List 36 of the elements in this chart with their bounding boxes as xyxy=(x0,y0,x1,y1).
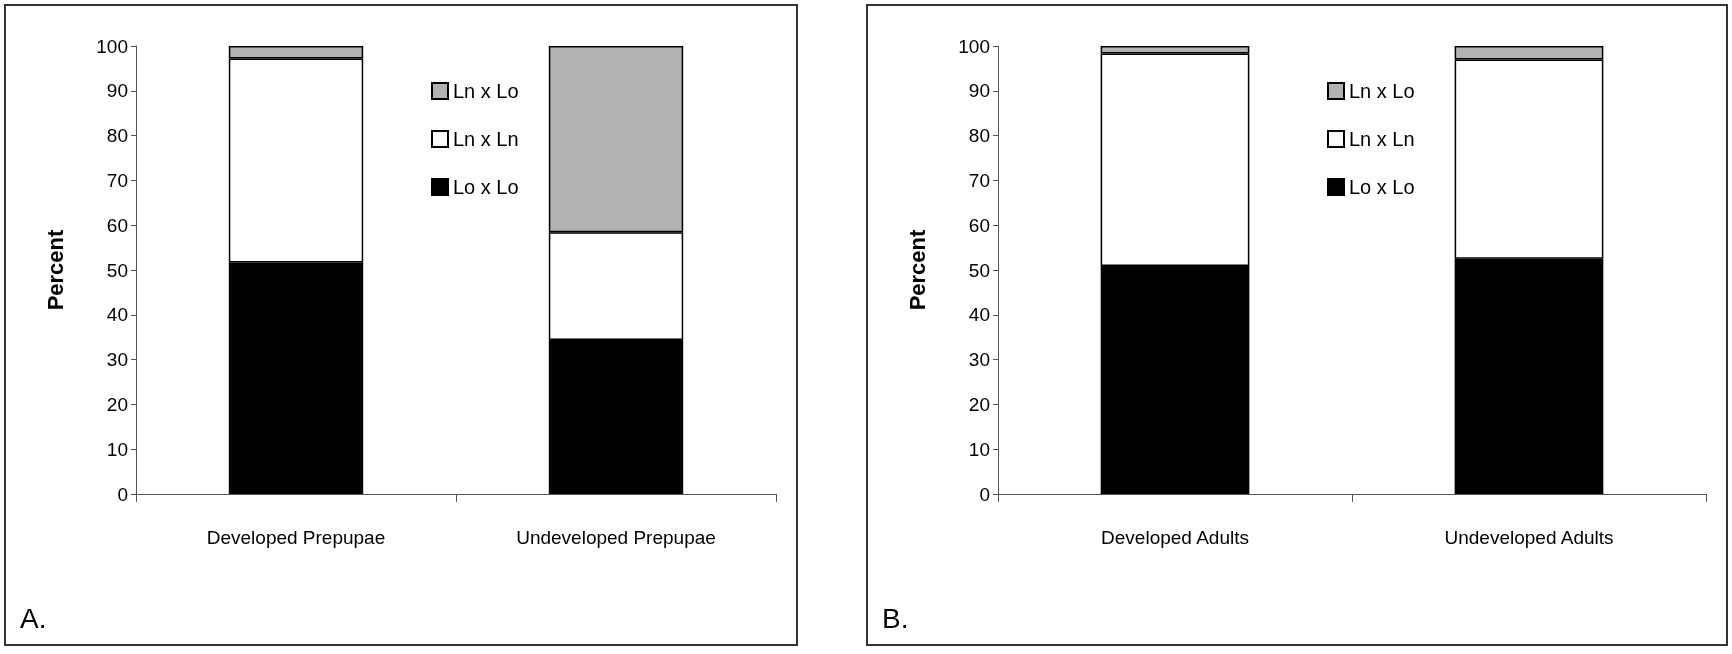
y-tick-label: 0 xyxy=(117,483,128,505)
legend-label: Ln x Ln xyxy=(453,128,519,150)
y-axis-title: Percent xyxy=(904,228,930,311)
y-axis-title: Percent xyxy=(42,228,68,311)
text: A. xyxy=(20,602,47,634)
legend-label: Ln x Ln xyxy=(1349,128,1415,150)
x-tick-label: Undeveloped Prepupae xyxy=(516,527,716,548)
x-tick-label: Undeveloped Adults xyxy=(1444,527,1614,548)
y-tick-label: 10 xyxy=(968,438,990,460)
y-tick-label: 80 xyxy=(968,125,990,147)
y-tick-label: 60 xyxy=(106,214,128,236)
y-tick-label: 90 xyxy=(106,80,128,102)
x-tick-label: Developed Adults xyxy=(1101,527,1249,548)
y-tick-label: 70 xyxy=(968,169,990,191)
y-tick-label: 50 xyxy=(968,259,990,281)
y-tick-label: 40 xyxy=(106,304,128,326)
y-tick-label: 0 xyxy=(979,483,990,505)
y-tick-label: 30 xyxy=(106,349,128,371)
y-tick-label: 40 xyxy=(968,304,990,326)
y-tick-label: 50 xyxy=(106,259,128,281)
y-tick-label: 100 xyxy=(96,35,128,57)
y-tick-label: 20 xyxy=(968,393,990,415)
y-tick-label: 30 xyxy=(968,349,990,371)
y-tick-label: 100 xyxy=(958,35,990,57)
y-tick-label: 60 xyxy=(968,214,990,236)
x-tick-label: Developed Prepupae xyxy=(206,527,386,548)
legend-label: Ln x Lo xyxy=(453,80,519,102)
legend-label: Ln x Lo xyxy=(1349,80,1415,102)
y-tick-label: 70 xyxy=(106,169,128,191)
y-tick-label: 20 xyxy=(106,393,128,415)
y-tick-label: 90 xyxy=(968,80,990,102)
text: B. xyxy=(882,602,909,634)
legend-label: Lo x Lo xyxy=(1349,176,1415,198)
y-tick-label: 10 xyxy=(106,438,128,460)
y-tick-label: 80 xyxy=(106,125,128,147)
legend-label: Lo x Lo xyxy=(453,176,519,198)
